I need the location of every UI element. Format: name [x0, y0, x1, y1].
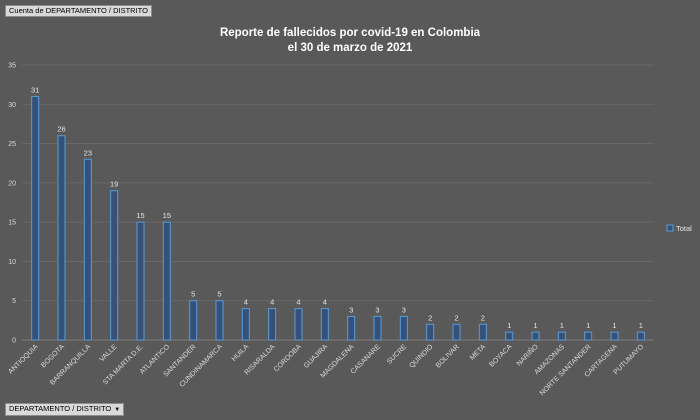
data-label: 26	[57, 125, 65, 134]
x-tick-label: BOGOTA	[40, 343, 66, 369]
bar[interactable]	[584, 331, 593, 341]
data-label: 15	[136, 211, 144, 220]
bar[interactable]	[399, 315, 408, 341]
chevron-down-icon: ▼	[114, 407, 121, 413]
bar[interactable]	[452, 323, 461, 341]
x-tick-label: NARIÑO	[514, 342, 540, 368]
data-label: 4	[323, 298, 327, 307]
chart-title-line-2: el 30 de marzo de 2021	[288, 42, 413, 54]
data-label: 2	[481, 313, 485, 322]
bar[interactable]	[478, 323, 487, 341]
data-label: 19	[110, 180, 118, 189]
x-tick-label: ANTIOQUIA	[7, 343, 39, 375]
data-label: 3	[402, 305, 406, 314]
bar[interactable]	[189, 300, 198, 341]
bar[interactable]	[294, 308, 303, 341]
data-label: 4	[270, 298, 274, 307]
bar[interactable]	[636, 331, 645, 341]
data-label: 1	[560, 321, 564, 330]
data-label: 15	[163, 211, 171, 220]
bar[interactable]	[83, 158, 92, 341]
bar[interactable]	[347, 315, 356, 341]
x-tick-label: HUILA	[231, 343, 251, 363]
bar[interactable]	[57, 135, 66, 341]
bar[interactable]	[531, 331, 540, 341]
x-tick-label: BOYACA	[488, 343, 513, 368]
bar[interactable]	[31, 95, 40, 341]
value-field-label: Cuenta de DEPARTAMENTO / DISTRITO	[9, 6, 148, 15]
y-tick-label: 0	[12, 338, 16, 345]
legend-swatch-total	[666, 224, 674, 232]
legend-label-total: Total	[676, 224, 692, 233]
x-tick-label: VALLE	[99, 343, 119, 363]
data-label: 4	[244, 298, 248, 307]
data-label: 5	[191, 290, 195, 299]
chart-title-line-1: Reporte de fallecidos por covid-19 en Co…	[220, 27, 481, 39]
y-tick-label: 15	[8, 220, 16, 227]
axis-field-label: DEPARTAMENTO / DISTRITO	[9, 404, 112, 413]
data-label: 2	[428, 313, 432, 322]
axis-field-dropdown[interactable]: DEPARTAMENTO / DISTRITO ▼	[5, 403, 125, 416]
data-label: 5	[217, 290, 221, 299]
x-tick-label: SUCRE	[386, 343, 409, 366]
data-label: 1	[507, 321, 511, 330]
bar[interactable]	[110, 190, 119, 341]
bar[interactable]	[136, 221, 145, 341]
y-tick-label: 10	[8, 259, 16, 266]
data-label: 1	[639, 321, 643, 330]
data-label: 3	[375, 305, 379, 314]
y-tick-label: 5	[12, 298, 16, 305]
bar[interactable]	[373, 315, 382, 341]
data-label: 23	[84, 148, 92, 157]
data-label: 2	[454, 313, 458, 322]
y-tick-label: 35	[8, 63, 16, 70]
y-tick-label: 25	[8, 141, 16, 148]
bar[interactable]	[241, 308, 250, 341]
x-tick-label: GUAJIRA	[303, 343, 330, 370]
data-label: 4	[296, 298, 300, 307]
bar[interactable]	[610, 331, 619, 341]
bar[interactable]	[162, 221, 171, 341]
data-label: 1	[612, 321, 616, 330]
legend: Total	[666, 224, 692, 233]
bar[interactable]	[505, 331, 514, 341]
data-label: 3	[349, 305, 353, 314]
value-field-button[interactable]: Cuenta de DEPARTAMENTO / DISTRITO	[5, 5, 152, 17]
data-label: 1	[533, 321, 537, 330]
bar[interactable]	[268, 308, 277, 341]
bar[interactable]	[320, 308, 329, 341]
x-tick-label: NORTE SANTANDER	[539, 343, 593, 397]
data-label: 31	[31, 85, 39, 94]
y-tick-label: 30	[8, 102, 16, 109]
x-tick-label: CORDOBA	[273, 343, 303, 373]
x-tick-label: META	[469, 343, 488, 362]
bar[interactable]	[215, 300, 224, 341]
bar[interactable]	[557, 331, 566, 341]
x-tick-label: BOLIVAR	[435, 343, 461, 369]
x-tick-label: QUINDIO	[408, 343, 435, 370]
bar[interactable]	[426, 323, 435, 341]
y-tick-label: 20	[8, 180, 16, 187]
data-label: 1	[586, 321, 590, 330]
